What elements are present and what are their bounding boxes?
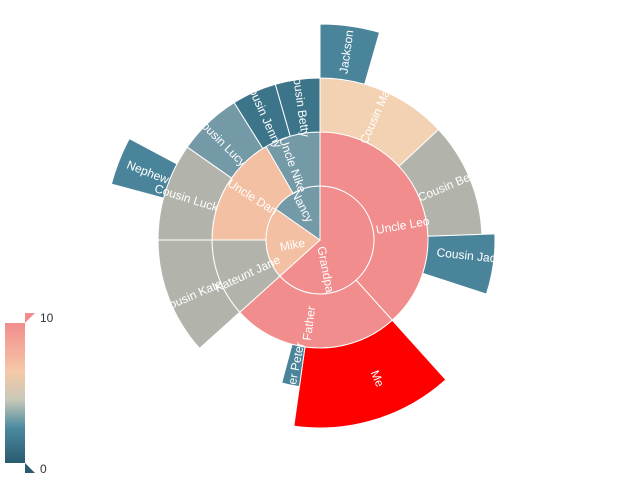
visual-map-min-label: 0 [40, 462, 47, 476]
label-father: Father [300, 305, 318, 341]
label-me: Me [368, 368, 387, 389]
sunburst-segments [110, 23, 496, 429]
visual-map-min-handle[interactable] [25, 463, 35, 473]
visual-map-bar[interactable] [5, 323, 25, 463]
visual-map[interactable]: 10 0 [5, 311, 54, 476]
visual-map-max-label: 10 [40, 311, 54, 325]
visual-map-max-handle[interactable] [25, 313, 35, 323]
label-jackson: Jackson [336, 29, 356, 75]
label-cousin-jack: Cousin Jack [436, 245, 503, 266]
segment-nephew[interactable] [110, 137, 178, 199]
segment-jackson[interactable] [319, 23, 381, 85]
segment-brother-peter[interactable] [281, 343, 306, 388]
segment-me[interactable] [293, 319, 447, 429]
segment-cousin-betty[interactable] [274, 77, 321, 137]
segment-cousin-jack[interactable] [422, 233, 496, 295]
label-mike: Mike [279, 236, 307, 254]
